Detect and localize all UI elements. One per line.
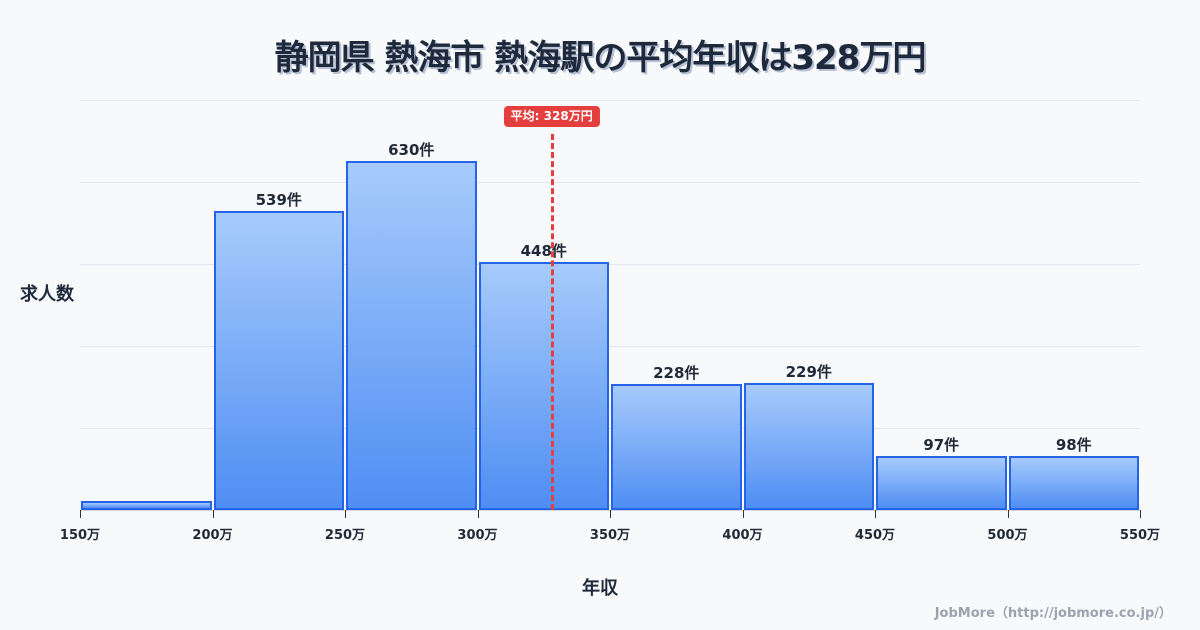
bar-value-label: 97件 (923, 436, 960, 455)
x-tick-label: 400万 (722, 528, 763, 543)
histogram-bar (213, 211, 344, 510)
x-tick (477, 510, 479, 518)
histogram-bar (876, 456, 1007, 510)
histogram-bar (743, 383, 874, 510)
grid-line (80, 182, 1140, 183)
source-credit: JobMore（http://jobmore.co.jp/） (934, 606, 1172, 621)
histogram-bar (478, 261, 609, 510)
x-tick (345, 510, 346, 518)
grid-line (80, 346, 1140, 347)
histogram-bar (81, 501, 212, 510)
x-tick (1007, 510, 1009, 518)
x-tick (212, 510, 214, 518)
average-line (550, 134, 554, 510)
x-tick-label: 250万 (324, 528, 366, 543)
x-tick-label: 550万 (1119, 528, 1161, 543)
plot-area: 539件 630件 448件 228件 229件 97件 98件 (80, 100, 1140, 511)
x-tick-label: 500万 (987, 528, 1028, 543)
histogram-bar (1008, 455, 1139, 510)
x-tick-label: 450万 (854, 528, 896, 543)
y-axis-label: 求人数 (20, 284, 74, 305)
grid-line (80, 264, 1140, 265)
histogram-bar (611, 383, 742, 510)
x-tick-label: 200万 (192, 528, 233, 543)
x-tick (610, 510, 611, 518)
x-tick-label: 350万 (589, 528, 631, 543)
x-tick (875, 510, 876, 518)
average-badge: 平均: 328万円 (503, 106, 600, 127)
x-tick-label: 150万 (59, 528, 101, 543)
bar-value-label: 228件 (653, 363, 700, 382)
grid-line (80, 100, 1140, 101)
bar-value-label: 539件 (255, 191, 302, 210)
chart-title: 静岡県 熱海市 熱海駅の平均年収は328万円 (274, 38, 927, 78)
bar-value-label: 630件 (388, 140, 435, 159)
x-tick (742, 510, 744, 518)
grid-line (80, 428, 1140, 429)
x-tick-label: 300万 (457, 528, 498, 543)
bar-value-label: 448件 (520, 241, 567, 260)
x-tick (80, 510, 81, 518)
bar-value-label: 229件 (785, 363, 832, 382)
bar-value-label: 98件 (1055, 435, 1092, 454)
x-axis-label: 年収 (582, 578, 618, 599)
histogram-bar (346, 160, 477, 510)
x-tick (1140, 510, 1141, 518)
